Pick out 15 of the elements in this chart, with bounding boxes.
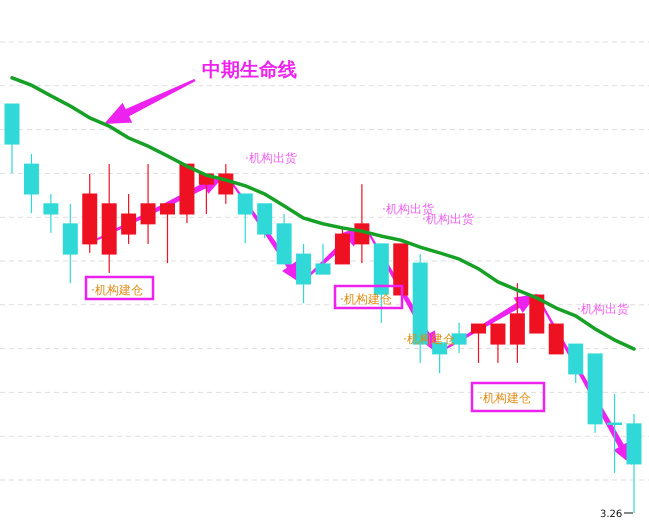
annotation: ·机构建仓 bbox=[91, 283, 143, 297]
candlestick bbox=[43, 193, 58, 234]
annotation: 中期生命线 bbox=[202, 59, 297, 81]
annotation: ·机构建仓 bbox=[479, 391, 531, 405]
candlestick bbox=[121, 193, 136, 244]
candlestick bbox=[238, 193, 253, 244]
candlestick bbox=[490, 323, 506, 364]
annotation: 3.26 bbox=[600, 509, 622, 520]
candlestick bbox=[607, 393, 622, 474]
candlestick bbox=[316, 243, 330, 275]
annotation: ·机构出货 bbox=[245, 151, 297, 165]
candlestick bbox=[160, 203, 175, 264]
annotation: ·机构出货 bbox=[577, 302, 629, 316]
candlestick bbox=[471, 323, 486, 364]
candlestick bbox=[140, 164, 156, 244]
